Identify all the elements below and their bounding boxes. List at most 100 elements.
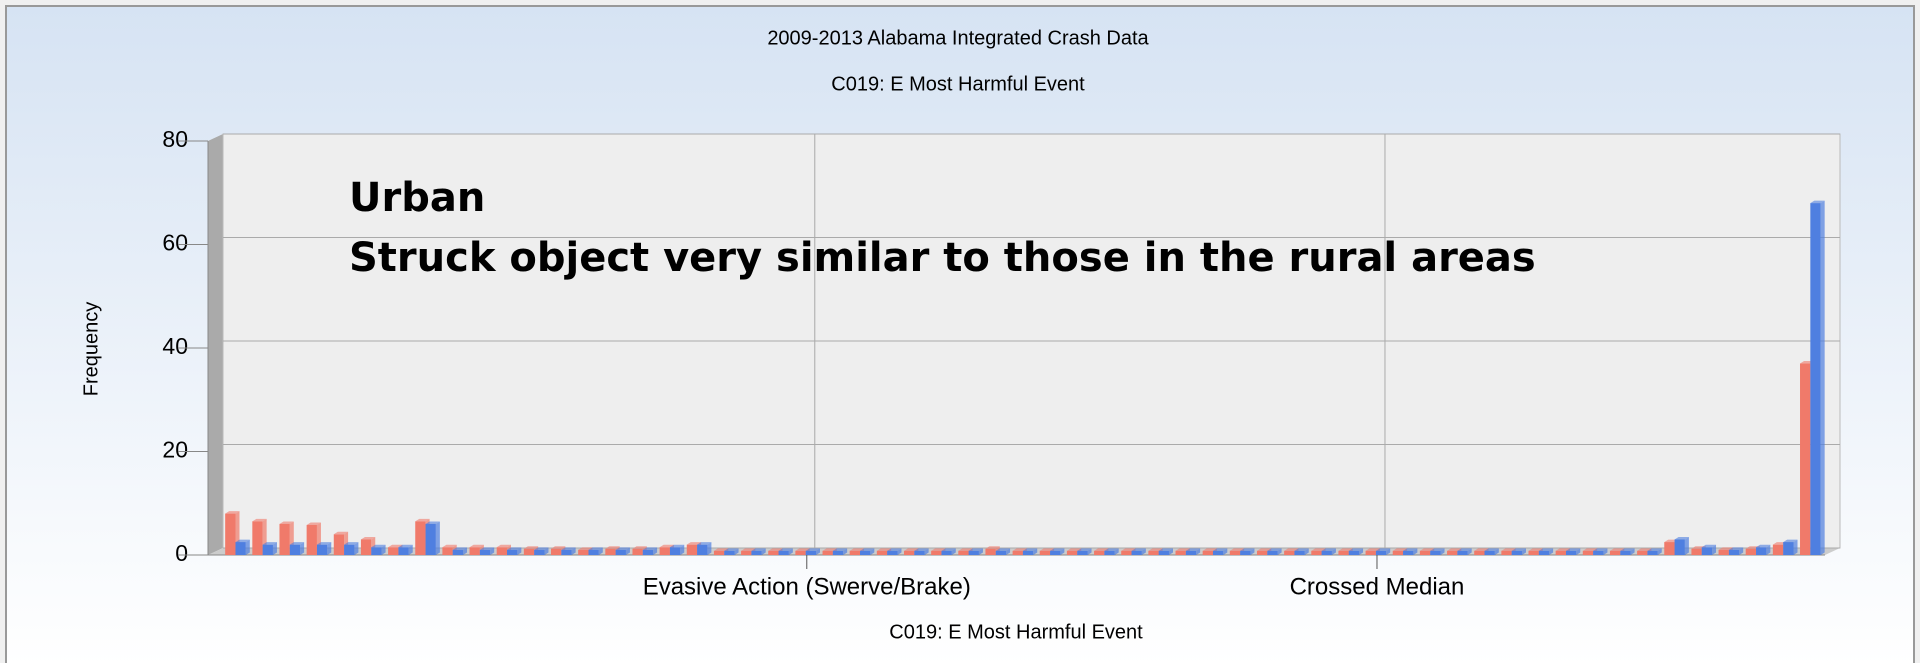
bar-top <box>751 548 766 551</box>
bar <box>561 549 572 555</box>
bar-top <box>642 547 658 550</box>
bar <box>669 547 681 555</box>
bar-top <box>1121 548 1136 551</box>
y-axis-title: Frequency <box>80 302 102 397</box>
bar <box>985 548 996 555</box>
bar-top <box>425 521 440 524</box>
bar-top <box>931 548 946 551</box>
bar <box>235 542 246 555</box>
bar-side <box>1440 548 1445 555</box>
bar <box>1419 550 1431 555</box>
bar-top <box>1321 548 1336 551</box>
bar-side <box>1521 548 1526 555</box>
bar-top <box>822 548 837 551</box>
bar-side <box>435 521 440 555</box>
bar-top <box>805 548 821 551</box>
bar-side <box>1712 544 1717 555</box>
bar-side <box>1630 548 1635 555</box>
bar-top <box>262 542 277 545</box>
bar-top <box>1474 548 1489 551</box>
bar-side <box>653 547 658 555</box>
bar-top <box>914 548 929 551</box>
bar-top <box>1620 548 1635 551</box>
bar <box>1664 542 1675 555</box>
bar-side <box>381 544 386 555</box>
bar <box>1039 550 1051 555</box>
bar <box>876 550 888 555</box>
bar <box>822 550 833 555</box>
bar-side <box>843 548 848 555</box>
bar <box>1810 203 1821 555</box>
bar <box>279 523 290 555</box>
bar-side <box>1576 548 1581 555</box>
bar-side <box>1223 548 1228 555</box>
bar-top <box>1311 548 1326 551</box>
bar-top <box>371 544 386 548</box>
bar-side <box>1739 547 1744 555</box>
bar-top <box>697 542 712 545</box>
bar-top <box>1256 548 1272 551</box>
bar-top <box>1158 548 1173 551</box>
bar <box>995 550 1007 555</box>
bar-side <box>625 547 630 555</box>
bar-top <box>551 546 566 549</box>
bar <box>1457 550 1468 555</box>
bar <box>1212 550 1224 555</box>
bar-top <box>534 547 549 550</box>
bar <box>615 549 626 555</box>
bar <box>1066 550 1078 555</box>
bar <box>551 548 562 555</box>
bar-top <box>859 548 875 551</box>
annotation: Urban <box>349 175 485 221</box>
bar <box>1538 550 1550 555</box>
bar-side <box>1087 548 1092 555</box>
bar-side <box>598 547 603 555</box>
bar <box>958 550 969 555</box>
bar <box>1012 550 1023 555</box>
bar-top <box>1392 548 1408 551</box>
bar <box>1294 550 1305 555</box>
bar <box>1501 550 1512 555</box>
bar-side <box>1141 548 1146 555</box>
bar <box>1745 548 1757 555</box>
bar-side <box>816 548 821 555</box>
x-tick-label: Evasive Action (Swerve/Brake) <box>643 573 971 600</box>
bar-side <box>245 539 250 555</box>
bar <box>768 550 779 555</box>
bar <box>642 549 654 555</box>
bar <box>751 550 762 555</box>
bar-side <box>680 544 685 555</box>
y-tick-label: 20 <box>162 437 188 463</box>
bar <box>469 547 480 555</box>
bar-side <box>1196 548 1201 555</box>
bar-side <box>1277 548 1282 555</box>
bar <box>289 544 301 555</box>
bar-side <box>707 542 712 555</box>
bar <box>1175 550 1186 555</box>
bar <box>371 547 382 555</box>
bar-top <box>1555 548 1570 551</box>
bar <box>931 550 942 555</box>
bar <box>523 548 535 555</box>
bar-top <box>1728 547 1744 550</box>
bar <box>887 550 898 555</box>
bar-top <box>1674 536 1689 540</box>
bar-top <box>1039 548 1055 551</box>
bar-top <box>279 521 294 524</box>
bar <box>1555 550 1566 555</box>
bar-top <box>1104 548 1119 551</box>
bar <box>1474 550 1485 555</box>
bar-top <box>1267 548 1282 551</box>
bar-side <box>870 548 875 555</box>
bar-side <box>734 548 739 555</box>
bar <box>1284 550 1295 555</box>
bar <box>1256 550 1268 555</box>
bar-top <box>1077 548 1092 551</box>
bar <box>713 550 725 555</box>
bar <box>534 549 545 555</box>
bar <box>1728 549 1740 555</box>
bar <box>452 549 464 555</box>
bar-top <box>669 544 685 548</box>
bar-top <box>578 547 593 550</box>
y-tick-label: 80 <box>162 126 188 152</box>
